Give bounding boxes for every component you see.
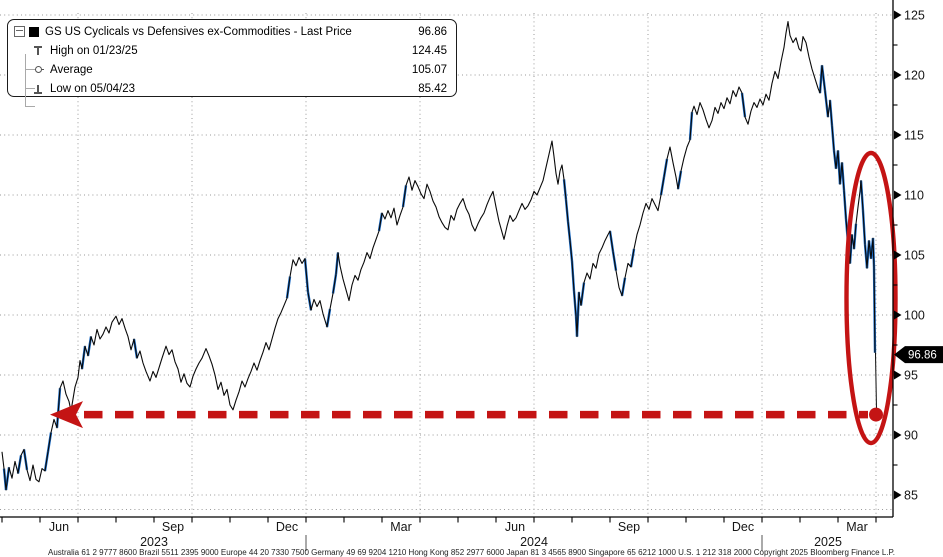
legend-row-low[interactable]: Low on 05/04/23 85.42 <box>8 79 456 98</box>
x-year-label: 2024 <box>520 535 548 549</box>
last-day-low-stub <box>875 352 877 412</box>
legend-tree-line <box>25 54 26 106</box>
y-tick-arrow-icon <box>894 490 902 500</box>
x-month-label: Jun <box>505 520 525 534</box>
y-tick-label: 105 <box>904 249 925 263</box>
low-marker-icon <box>32 83 44 95</box>
series-swatch-icon <box>29 26 39 37</box>
y-tick-arrow-icon <box>894 310 902 320</box>
x-month-label: Sep <box>618 520 640 534</box>
legend-tree-branch <box>25 106 35 107</box>
legend-box: GS US Cyclicals vs Defensives ex-Commodi… <box>7 19 457 107</box>
x-year-label: 2025 <box>814 535 842 549</box>
highlight-ellipse <box>844 150 898 446</box>
high-marker-icon <box>32 45 44 57</box>
low-value: 85.42 <box>418 82 447 95</box>
x-month-label: Sep <box>162 520 184 534</box>
price-line <box>1 21 876 491</box>
y-tick-arrow-icon <box>894 10 902 20</box>
legend-row-high[interactable]: High on 01/23/25 124.45 <box>8 41 456 60</box>
y-tick-label: 95 <box>904 369 918 383</box>
average-label: Average <box>50 63 93 76</box>
legend-row-average[interactable]: Average 105.07 <box>8 60 456 79</box>
last-price-tag <box>894 346 943 364</box>
x-month-label: Mar <box>390 520 412 534</box>
y-tick-label: 100 <box>904 309 925 323</box>
high-value: 124.45 <box>411 44 447 57</box>
y-tick-label: 110 <box>904 189 924 203</box>
y-tick-label: 125 <box>904 9 925 23</box>
y-tick-arrow-icon <box>894 430 902 440</box>
y-tick-arrow-icon <box>894 70 902 80</box>
series-last-value: 96.86 <box>418 25 447 38</box>
y-tick-arrow-icon <box>894 250 902 260</box>
high-label: High on 01/23/25 <box>50 44 138 57</box>
legend-row-last-price[interactable]: GS US Cyclicals vs Defensives ex-Commodi… <box>8 22 456 41</box>
arrow-end-dot <box>869 407 883 422</box>
series-title: GS US Cyclicals vs Defensives ex-Commodi… <box>45 25 352 38</box>
y-tick-arrow-icon <box>894 130 902 140</box>
average-value: 105.07 <box>411 63 447 76</box>
y-tick-arrow-icon <box>894 370 902 380</box>
legend-expander-icon[interactable] <box>14 26 25 37</box>
x-month-label: Dec <box>732 520 754 534</box>
low-label: Low on 05/04/23 <box>50 82 136 95</box>
x-year-label: 2023 <box>140 535 168 549</box>
x-month-label: Mar <box>846 520 868 534</box>
average-marker-icon <box>32 64 44 76</box>
legend-tree-branch <box>25 88 35 89</box>
y-tick-label: 120 <box>904 69 925 83</box>
y-tick-arrow-icon <box>894 190 902 200</box>
y-tick-label: 115 <box>904 129 924 143</box>
x-month-label: Dec <box>276 520 298 534</box>
arrowhead-icon <box>50 401 83 429</box>
y-tick-label: 90 <box>904 429 918 443</box>
legend-tree-branch <box>25 69 35 70</box>
last-price-tag-label: 96.86 <box>908 350 937 362</box>
x-month-label: Jun <box>49 520 69 534</box>
y-tick-label: 85 <box>904 489 918 503</box>
